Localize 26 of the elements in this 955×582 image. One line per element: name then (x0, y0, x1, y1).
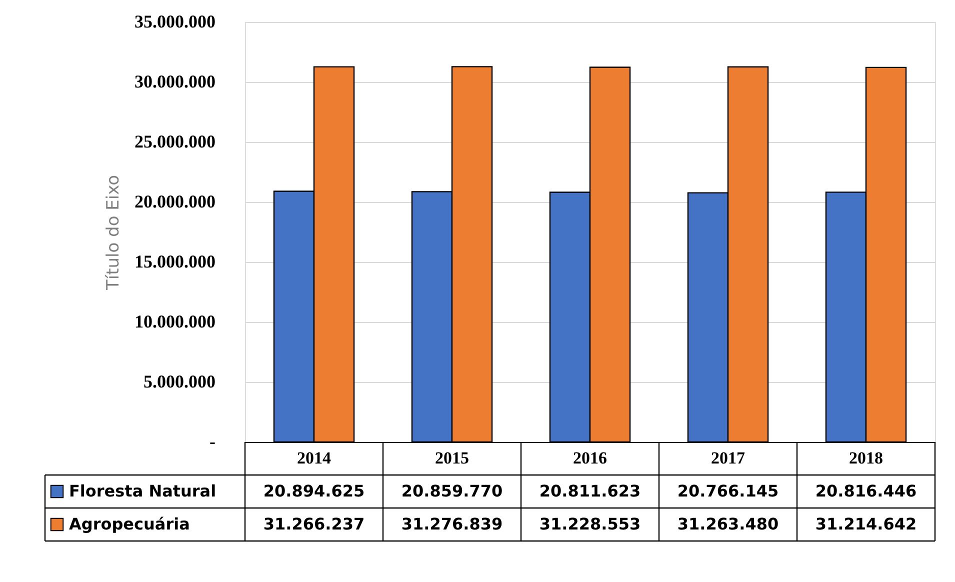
data-label: 20.859.770 (401, 482, 503, 500)
data-label: 31.263.480 (677, 514, 779, 534)
x-tick-label: 2015 (435, 448, 469, 468)
data-label: 20.766.145 (677, 482, 779, 500)
y-tick-label: 10.000.000 (134, 312, 216, 332)
x-tick-label: 2016 (573, 448, 607, 468)
data-label: 31.266.237 (263, 514, 365, 534)
y-axis-title: Título do Eixo (104, 174, 124, 292)
data-label: 31.276.839 (401, 514, 503, 534)
data-label: 20.894.625 (263, 482, 365, 500)
x-tick-label: 2017 (711, 448, 746, 468)
data-label: 20.816.446 (815, 482, 917, 500)
data-label: 20.811.623 (539, 482, 641, 500)
x-tick-label: 2014 (297, 448, 332, 468)
x-tick-label: 2018 (849, 448, 883, 468)
legend-label: Floresta Natural (69, 482, 216, 500)
y-tick-label: 25.000.000 (134, 132, 216, 152)
y-tick-label: - (210, 432, 216, 452)
y-tick-label: 15.000.000 (134, 252, 216, 272)
y-tick-label: 20.000.000 (134, 192, 216, 212)
data-label: 31.228.553 (539, 514, 641, 534)
y-tick-label: 5.000.000 (144, 372, 216, 392)
data-label: 31.214.642 (815, 514, 917, 534)
legend-label: Agropecuária (69, 514, 190, 534)
y-tick-label: 35.000.000 (134, 12, 216, 32)
y-tick-label: 30.000.000 (134, 72, 216, 92)
